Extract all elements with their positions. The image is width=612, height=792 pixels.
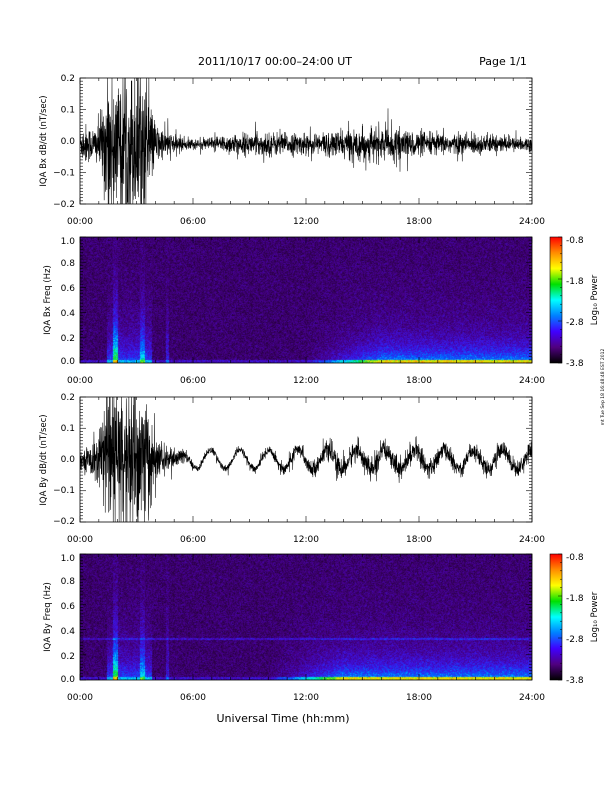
colorbar-tick: -0.8: [566, 236, 584, 246]
ytick-label: −0.2: [53, 517, 75, 527]
panel-bx-timeseries: IQA Bx dB/dt (nT/sec) 0.2 0.1 0.0 −0.1 −…: [39, 74, 545, 227]
ytick-label: 0.4: [61, 309, 76, 319]
colorbar-tick: -1.8: [566, 277, 584, 287]
xtick-label: 24:00: [519, 376, 545, 386]
colorbar-label: Log₁₀ Power: [590, 274, 600, 325]
bx-dbdt-ylabel: IQA Bx dB/dt (nT/sec): [39, 95, 49, 186]
bx-colorbar: [550, 237, 562, 363]
trace-line: [80, 78, 532, 204]
bx-spectrogram: [80, 237, 532, 363]
ytick-label: 0.0: [61, 357, 76, 367]
ytick-label: 0.8: [61, 259, 76, 269]
xtick-label: 24:00: [519, 217, 545, 227]
by-trace: [80, 397, 532, 522]
ytick-label: 0.1: [61, 424, 75, 434]
xtick-label: 06:00: [180, 376, 206, 386]
colorbar-tick: -2.8: [566, 318, 584, 328]
page-number: Page 1/1: [479, 55, 527, 68]
panel-by-spectrogram: IQA By Freq (Hz) 1.0 0.8 0.6 0.4 0.2 0.0…: [43, 553, 600, 703]
axis-ticks: [79, 396, 533, 523]
ytick-label: 0.0: [61, 675, 76, 685]
ytick-label: 0.2: [61, 652, 75, 662]
xtick-label: 18:00: [406, 376, 432, 386]
colorbar-tick: -2.8: [566, 635, 584, 645]
xtick-label: 12:00: [293, 376, 319, 386]
xtick-label: 06:00: [180, 217, 206, 227]
ytick-label: 0.0: [61, 455, 76, 465]
xtick-label: 18:00: [406, 693, 432, 703]
ytick-label: −0.1: [53, 169, 75, 179]
by-dbdt-ylabel: IQA By dB/dt (nT/sec): [39, 414, 49, 505]
colorbar-tick: -0.8: [566, 553, 584, 563]
xtick-label: 00:00: [67, 693, 93, 703]
colorbar-tick: -1.8: [566, 594, 584, 604]
page-title: 2011/10/17 00:00–24:00 UT: [198, 55, 352, 68]
colorbar-tick: -3.8: [566, 359, 584, 369]
ytick-label: 0.1: [61, 106, 75, 116]
by-spectrogram: [80, 554, 532, 680]
xtick-label: 18:00: [406, 217, 432, 227]
colorbar-tick: -3.8: [566, 676, 584, 686]
bx-freq-ylabel: IQA Bx Freq (Hz): [43, 265, 53, 335]
ytick-label: 1.0: [61, 237, 76, 247]
ytick-label: −0.2: [53, 200, 75, 210]
x-axis-title: Universal Time (hh:mm): [217, 712, 350, 725]
xtick-label: 06:00: [180, 535, 206, 545]
xtick-label: 12:00: [293, 217, 319, 227]
xtick-label: 12:00: [293, 693, 319, 703]
panel-by-timeseries: IQA By dB/dt (nT/sec) 0.2 0.1 0.0 −0.1 −…: [39, 393, 545, 545]
trace-line: [80, 397, 532, 522]
ytick-label: −0.1: [53, 486, 75, 496]
ytick-label: 0.0: [61, 137, 76, 147]
creation-stamp: mt Tue Sep 18 16:48:48 EST 2012: [600, 349, 606, 426]
ytick-label: 0.2: [61, 393, 75, 403]
by-colorbar: [550, 554, 562, 680]
xtick-label: 00:00: [67, 217, 93, 227]
axis-ticks: [79, 236, 533, 364]
ytick-label: 0.2: [61, 334, 75, 344]
xtick-label: 00:00: [67, 376, 93, 386]
ytick-label: 0.6: [61, 284, 76, 294]
xtick-label: 18:00: [406, 535, 432, 545]
ytick-label: 0.4: [61, 627, 76, 637]
ytick-label: 1.0: [61, 554, 76, 564]
colorbar-label: Log₁₀ Power: [590, 591, 600, 642]
xtick-label: 06:00: [180, 693, 206, 703]
xtick-label: 00:00: [67, 535, 93, 545]
xtick-label: 24:00: [519, 693, 545, 703]
ytick-label: 0.6: [61, 602, 76, 612]
by-freq-ylabel: IQA By Freq (Hz): [43, 582, 53, 652]
axis-ticks: [79, 553, 533, 681]
xtick-label: 12:00: [293, 535, 319, 545]
xtick-label: 24:00: [519, 535, 545, 545]
ytick-label: 0.2: [61, 74, 75, 84]
bx-trace: [80, 78, 532, 204]
ytick-label: 0.8: [61, 577, 76, 587]
panel-bx-spectrogram: IQA Bx Freq (Hz) 1.0 0.8 0.6 0.4 0.2 0.0…: [43, 236, 600, 386]
axis-ticks: [79, 77, 533, 205]
